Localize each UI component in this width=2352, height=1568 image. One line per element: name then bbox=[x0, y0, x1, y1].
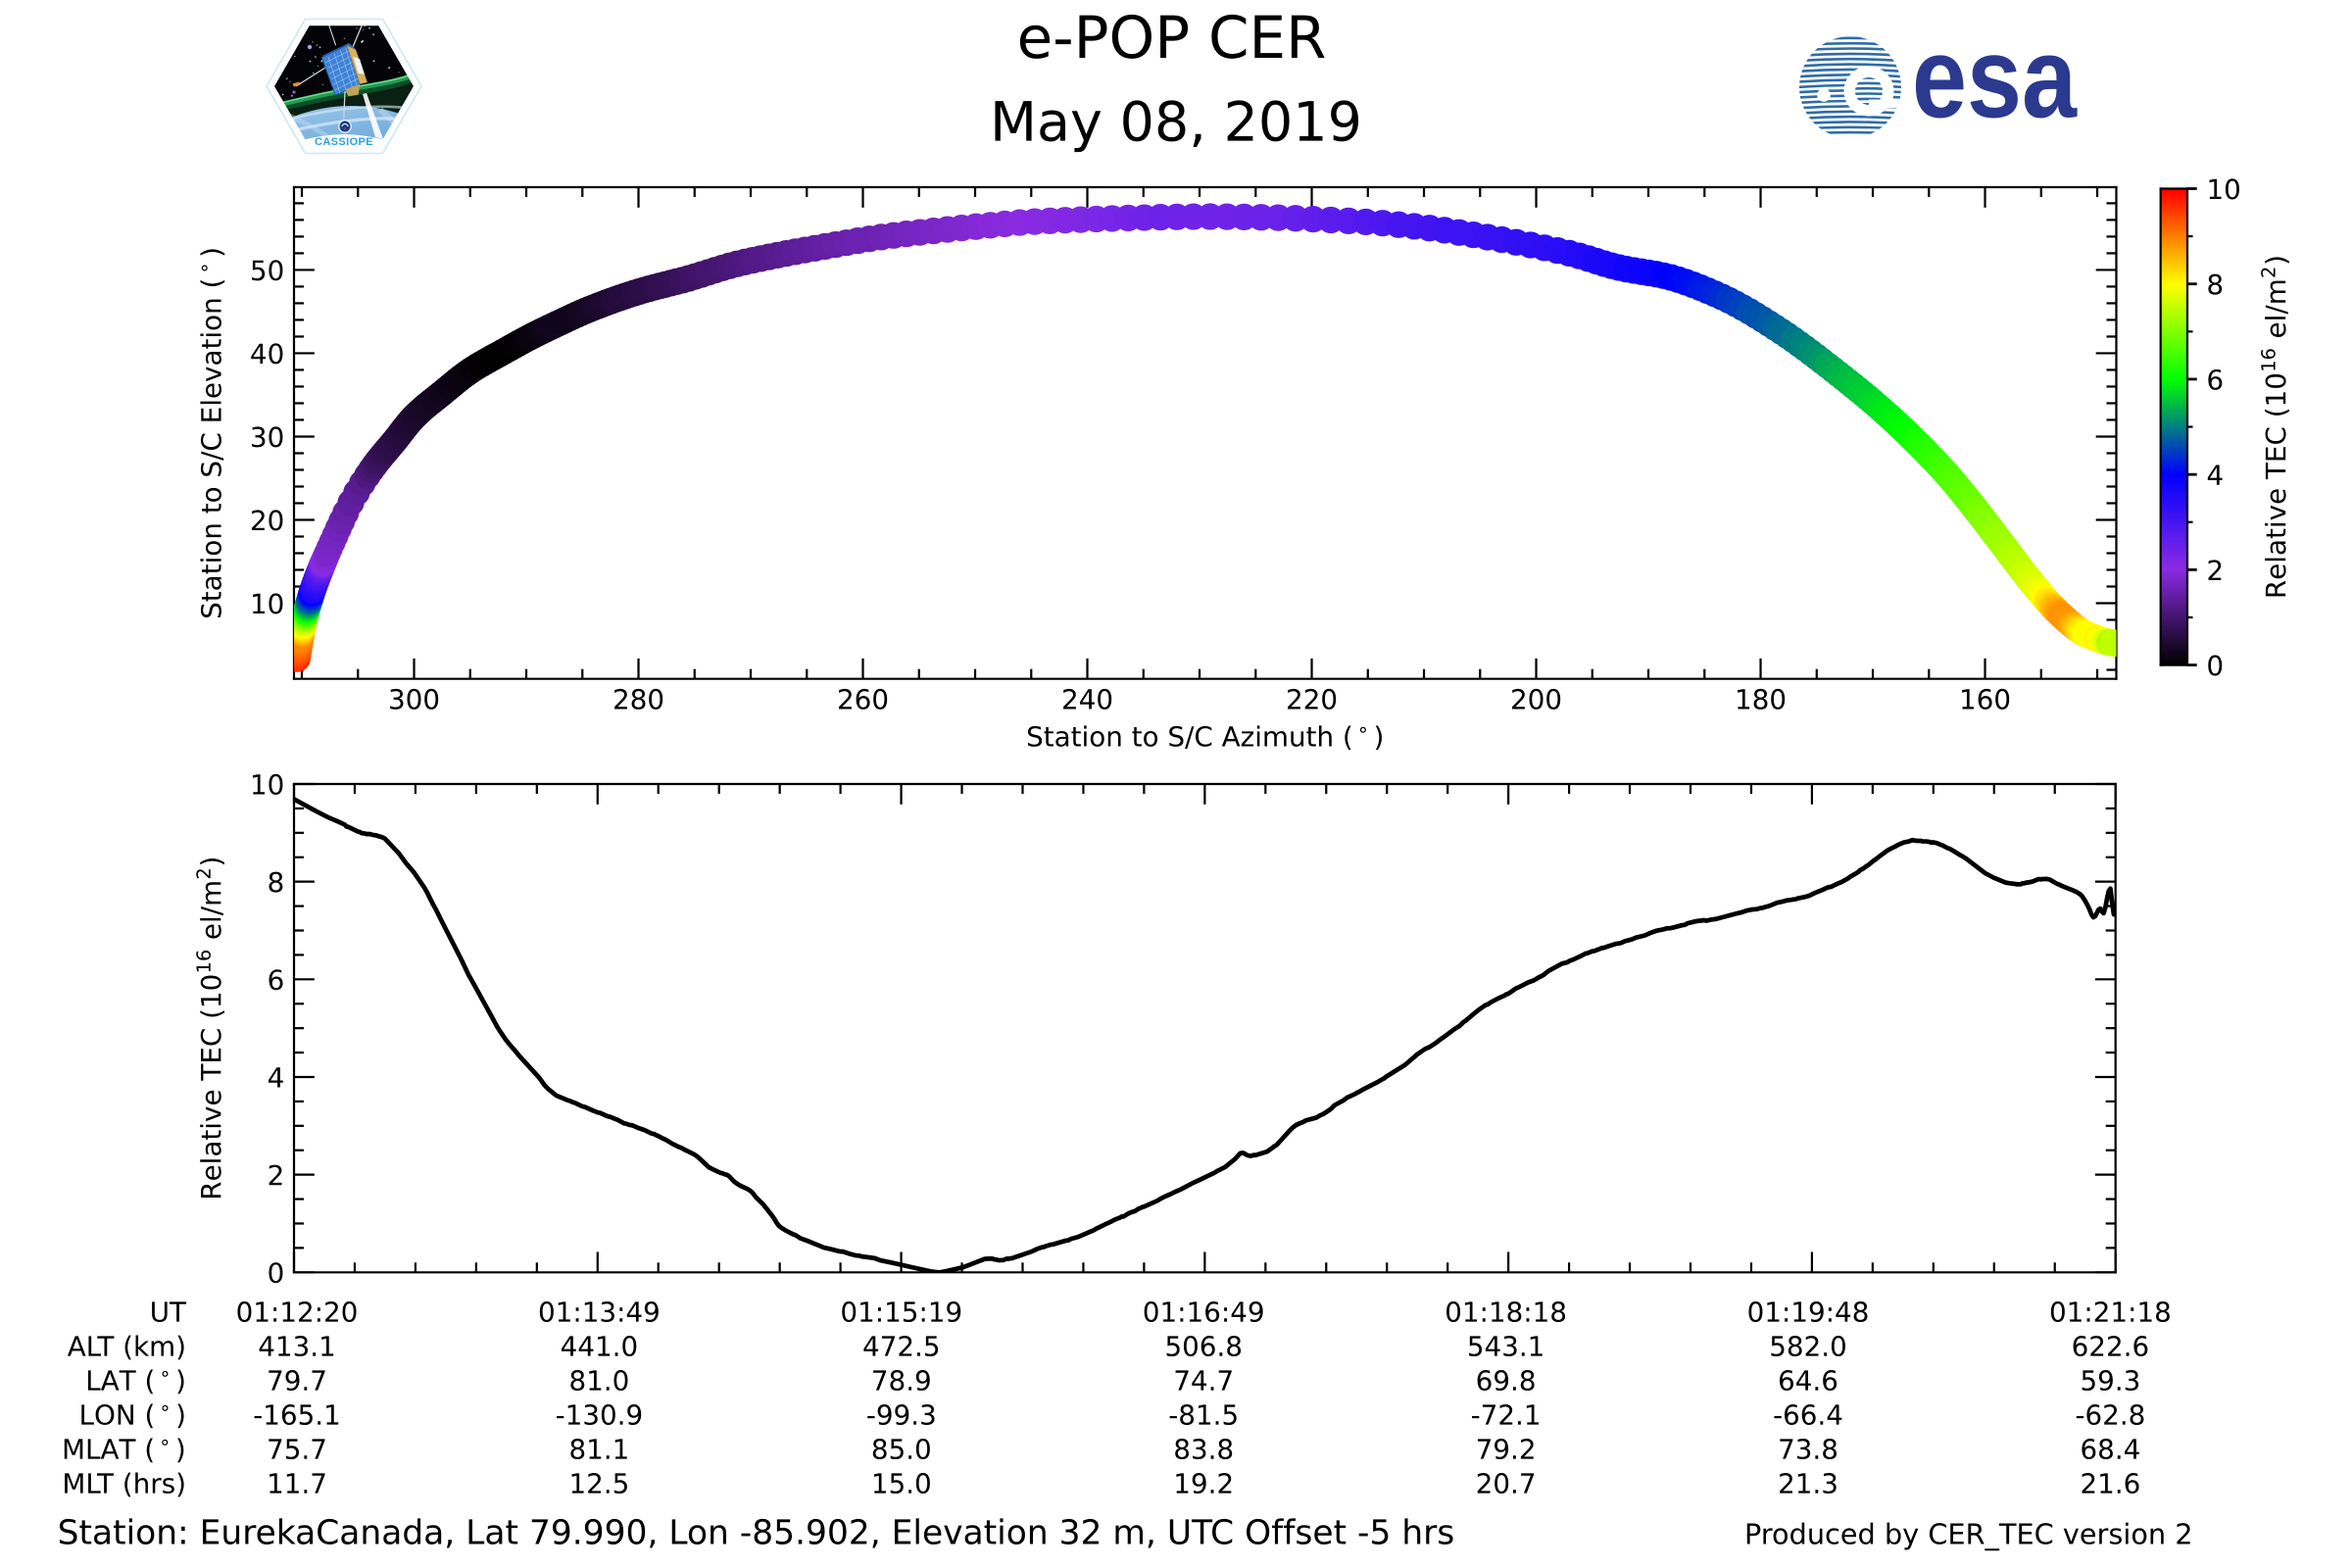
svg-text:CASSIOPE: CASSIOPE bbox=[315, 136, 373, 148]
svg-text:esa: esa bbox=[1912, 32, 2078, 142]
